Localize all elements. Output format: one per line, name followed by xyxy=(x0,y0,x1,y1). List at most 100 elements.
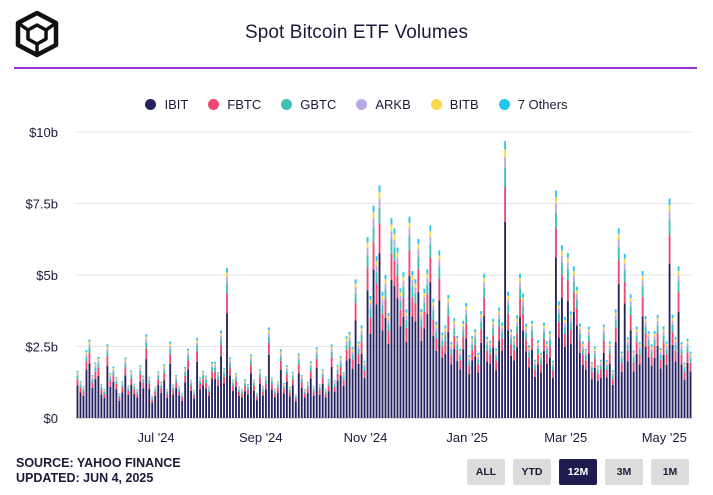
bar-segment-bitb xyxy=(396,252,399,258)
bar-segment-gbtc xyxy=(327,383,330,386)
range-ytd-button[interactable]: YTD xyxy=(513,459,551,485)
bar-segment-arkb xyxy=(160,384,163,386)
bar-segment-ibit xyxy=(462,349,465,418)
bar-segment-7-others xyxy=(205,375,207,377)
bar-segment-gbtc xyxy=(584,355,587,361)
bar-segment-arkb xyxy=(546,345,548,349)
bar-segment-ibit xyxy=(247,394,249,418)
bar-segment-ibit xyxy=(145,359,148,418)
bar-segment-arkb xyxy=(483,282,486,288)
bar-segment-ibit xyxy=(187,369,190,418)
bar-segment-gbtc xyxy=(196,345,199,352)
bar-segment-fbtc xyxy=(324,393,327,398)
bar-segment-7-others xyxy=(253,379,255,381)
legend-item-gbtc[interactable]: GBTC xyxy=(281,97,336,112)
bar-segment-gbtc xyxy=(653,339,656,347)
bar-segment-7-others xyxy=(88,339,91,342)
bar-segment-arkb xyxy=(226,277,228,284)
bar-segment-gbtc xyxy=(270,381,273,385)
bar-segment-ibit xyxy=(139,381,142,418)
legend-item-ibit[interactable]: IBIT xyxy=(145,97,188,112)
range-all-button[interactable]: ALL xyxy=(467,459,505,485)
bar-segment-ibit xyxy=(492,347,495,418)
bar-segment-gbtc xyxy=(288,390,291,393)
bar-segment-arkb xyxy=(417,249,420,257)
bar-segment-ibit xyxy=(555,257,557,418)
bar-segment-bitb xyxy=(653,333,656,337)
bar-segment-gbtc xyxy=(411,286,414,297)
bar-segment-arkb xyxy=(525,329,527,333)
bar-segment-bitb xyxy=(232,380,234,382)
legend-item-arkb[interactable]: ARKB xyxy=(356,97,411,112)
bar-segment-bitb xyxy=(531,323,533,327)
bar-segment-7-others xyxy=(324,388,327,390)
bar-segment-gbtc xyxy=(369,308,372,318)
range-1m-button[interactable]: 1M xyxy=(651,459,689,485)
legend-item-bitb[interactable]: BITB xyxy=(430,97,479,112)
bar-segment-fbtc xyxy=(375,283,378,305)
bar-segment-ibit xyxy=(632,371,635,418)
bar-segment-bitb xyxy=(94,364,97,366)
bar-segment-arkb xyxy=(689,355,692,359)
bar-segment-fbtc xyxy=(408,250,411,276)
bar-segment-arkb xyxy=(561,255,563,263)
bar-segment-bitb xyxy=(477,354,480,357)
bar-segment-7-others xyxy=(196,337,199,341)
bar-segment-gbtc xyxy=(572,281,575,293)
bar-segment-7-others xyxy=(426,269,429,274)
bar-segment-ibit xyxy=(253,390,255,418)
bar-segment-7-others xyxy=(399,288,402,293)
bar-segment-gbtc xyxy=(441,340,444,347)
bar-segment-fbtc xyxy=(232,386,234,391)
bar-segment-7-others xyxy=(318,384,321,386)
bar-segment-bitb xyxy=(519,277,521,283)
bar-segment-arkb xyxy=(429,236,432,245)
bar-segment-arkb xyxy=(169,345,172,349)
bar-segment-gbtc xyxy=(405,320,408,328)
bar-segment-gbtc xyxy=(300,379,303,383)
bar-segment-ibit xyxy=(680,364,683,418)
bar-segment-gbtc xyxy=(647,339,650,346)
bar-segment-arkb xyxy=(178,387,181,390)
bar-segment-fbtc xyxy=(91,382,94,388)
bar-segment-7-others xyxy=(650,344,653,347)
bar-segment-ibit xyxy=(611,384,614,418)
bar-segment-fbtc xyxy=(444,341,447,354)
bar-segment-fbtc xyxy=(411,296,414,317)
bar-segment-ibit xyxy=(453,349,456,418)
bar-segment-arkb xyxy=(345,341,348,345)
bar-segment-bitb xyxy=(668,204,671,212)
bar-segment-arkb xyxy=(534,363,536,366)
bar-segment-ibit xyxy=(417,292,420,418)
bar-segment-7-others xyxy=(300,375,303,377)
bar-segment-arkb xyxy=(635,331,638,336)
bar-segment-fbtc xyxy=(393,260,396,286)
bar-segment-ibit xyxy=(432,335,435,418)
bar-segment-7-others xyxy=(348,332,351,335)
bar-segment-ibit xyxy=(199,389,202,418)
bar-segment-bitb xyxy=(172,385,175,387)
bar-segment-fbtc xyxy=(372,242,375,270)
bar-segment-gbtc xyxy=(426,284,429,295)
bar-segment-fbtc xyxy=(318,390,321,395)
bar-segment-gbtc xyxy=(665,349,668,355)
bar-segment-7-others xyxy=(611,370,614,372)
bar-segment-bitb xyxy=(566,257,569,263)
bar-segment-gbtc xyxy=(330,351,333,358)
bar-segment-arkb xyxy=(336,368,339,371)
bar-segment-gbtc xyxy=(321,374,324,378)
bar-segment-fbtc xyxy=(417,269,420,293)
range-3m-button[interactable]: 3M xyxy=(605,459,643,485)
bar-segment-arkb xyxy=(193,391,196,393)
bar-segment-ibit xyxy=(226,313,228,418)
bar-segment-ibit xyxy=(172,394,175,418)
bar-segment-fbtc xyxy=(662,342,665,355)
range-12m-button[interactable]: 12M xyxy=(559,459,597,485)
x-tick-label: Mar '25 xyxy=(544,430,587,445)
legend-item-others[interactable]: 7 Others xyxy=(498,97,568,112)
bar-segment-7-others xyxy=(154,386,157,388)
legend-item-fbtc[interactable]: FBTC xyxy=(208,97,261,112)
bar-segment-arkb xyxy=(396,257,399,265)
bar-segment-fbtc xyxy=(291,379,294,386)
bar-segment-bitb xyxy=(211,363,213,366)
